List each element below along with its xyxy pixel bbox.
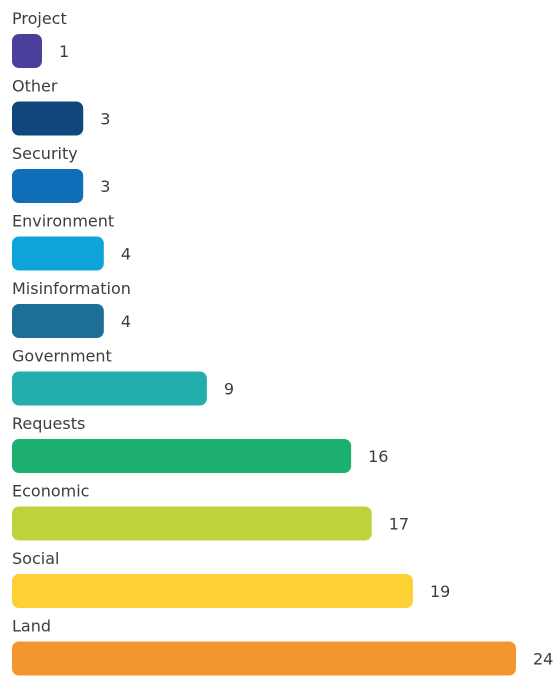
value-label: 4 <box>121 245 131 264</box>
bar-row-project: Project 1 <box>12 9 69 68</box>
category-label: Security <box>12 144 78 163</box>
bar-row-economic: Economic 17 <box>12 482 409 541</box>
bar-environment <box>12 236 104 271</box>
category-label: Land <box>12 617 51 636</box>
bar-social <box>12 574 413 608</box>
bar-requests <box>12 439 352 473</box>
bar-project <box>12 34 42 68</box>
bar-row-other: Other 3 <box>12 77 110 136</box>
bar-economic <box>12 506 372 541</box>
category-label: Misinformation <box>12 279 131 298</box>
bar-row-environment: Environment 4 <box>12 212 131 271</box>
value-label: 3 <box>100 177 110 196</box>
bar-row-government: Government 9 <box>12 347 234 406</box>
value-label: 3 <box>100 110 110 129</box>
bar-misinformation <box>12 304 104 338</box>
category-label: Requests <box>12 414 85 433</box>
value-label: 1 <box>59 42 69 61</box>
value-label: 9 <box>224 380 234 399</box>
bar-row-security: Security 3 <box>12 144 110 203</box>
value-label: 4 <box>121 312 131 331</box>
category-label: Social <box>12 549 59 568</box>
bar-row-social: Social 19 <box>12 549 450 608</box>
bar-government <box>12 371 207 406</box>
bar-row-requests: Requests 16 <box>12 414 388 473</box>
bar-row-land: Land 24 <box>12 617 553 676</box>
bar-land <box>12 641 516 676</box>
value-label: 24 <box>533 650 553 669</box>
value-label: 16 <box>368 447 388 466</box>
value-label: 19 <box>430 582 450 601</box>
category-label: Economic <box>12 482 89 501</box>
category-label: Government <box>12 347 112 366</box>
value-label: 17 <box>389 515 409 534</box>
category-label: Environment <box>12 212 114 231</box>
category-label: Project <box>12 9 67 28</box>
bar-other <box>12 101 84 136</box>
bar-row-misinformation: Misinformation 4 <box>12 279 131 338</box>
category-label: Other <box>12 77 58 96</box>
bar-security <box>12 169 84 203</box>
